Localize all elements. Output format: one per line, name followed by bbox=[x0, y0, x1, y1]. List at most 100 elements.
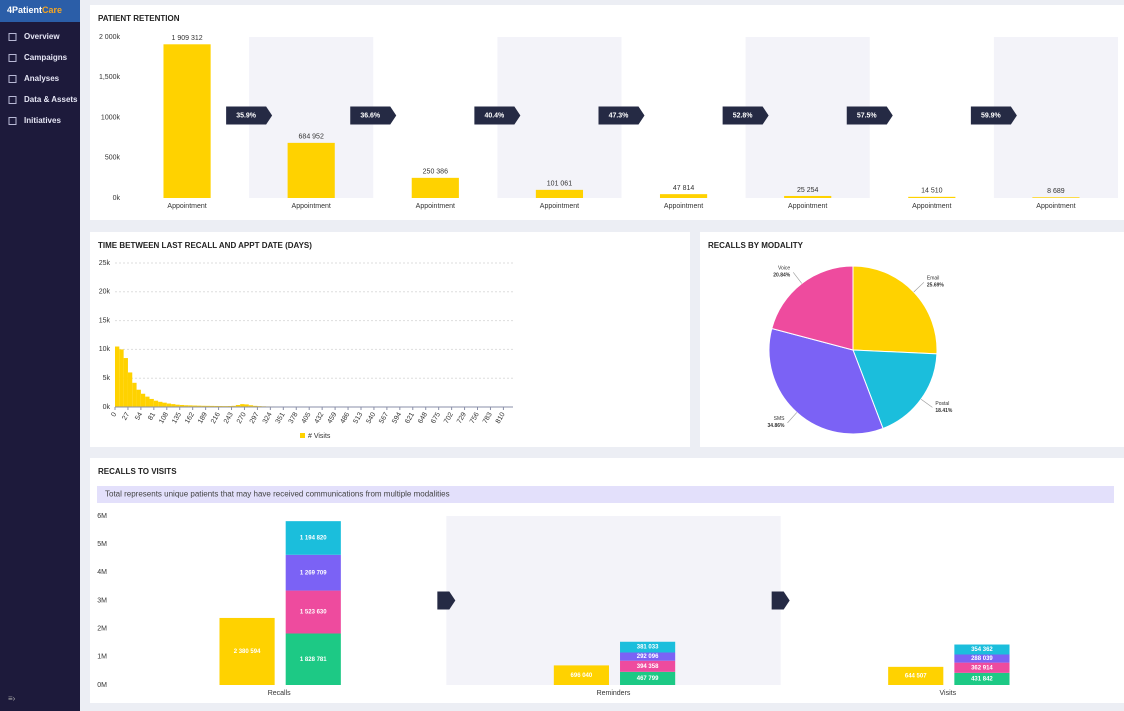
x-tick-label: Appointment bbox=[664, 203, 703, 210]
y-tick-label: 1000k bbox=[101, 114, 121, 121]
sidebar bbox=[0, 0, 80, 711]
menu-item[interactable]: Campaigns bbox=[24, 53, 68, 62]
conversion-badge bbox=[598, 106, 645, 125]
histogram-bar bbox=[119, 349, 124, 407]
y-tick-label: 5k bbox=[103, 375, 111, 382]
bar bbox=[784, 195, 832, 198]
y-tick-label: 3M bbox=[97, 597, 107, 604]
x-tick-label: 108 bbox=[158, 411, 170, 425]
x-tick-label: 216 bbox=[210, 411, 222, 425]
y-tick-label: 5M bbox=[97, 541, 107, 548]
histogram-bar bbox=[188, 405, 193, 407]
value-label: 8 689 bbox=[1047, 188, 1065, 195]
logo-suffix: Care bbox=[42, 5, 62, 15]
step-arrow bbox=[771, 591, 790, 610]
panel-title: RECALLS BY MODALITY bbox=[708, 241, 804, 250]
conversion-rate: 36.6% bbox=[360, 112, 381, 119]
menu-item[interactable]: Data & Assets bbox=[24, 95, 78, 104]
bar bbox=[163, 44, 211, 198]
bar bbox=[908, 196, 956, 198]
value-label: 25 254 bbox=[797, 187, 819, 194]
value-label: 1 909 312 bbox=[171, 35, 202, 42]
histogram-bar bbox=[209, 405, 215, 407]
histogram-bar bbox=[166, 403, 172, 407]
x-tick-label: Appointment bbox=[788, 203, 827, 210]
x-tick-label: 189 bbox=[197, 411, 209, 425]
x-tick-label: 702 bbox=[443, 411, 455, 425]
menu-item[interactable]: Analyses bbox=[24, 74, 60, 83]
panel-title: PATIENT RETENTION bbox=[98, 14, 180, 23]
bar bbox=[287, 142, 335, 198]
x-tick-label: 297 bbox=[249, 411, 261, 425]
x-tick-label: Appointment bbox=[167, 203, 206, 210]
histogram-bar bbox=[201, 405, 206, 407]
segment-label: 431 842 bbox=[971, 676, 993, 682]
segment-label: 1 828 781 bbox=[300, 657, 327, 663]
histogram-bar bbox=[196, 405, 202, 407]
leader-line bbox=[920, 398, 933, 408]
value-label: 684 952 bbox=[299, 134, 324, 141]
x-tick-label: 540 bbox=[365, 411, 377, 425]
y-tick-label: 1M bbox=[97, 654, 107, 661]
conversion-rate: 59.9% bbox=[981, 112, 1002, 119]
bar-segment bbox=[954, 662, 1010, 673]
histogram-bar bbox=[231, 405, 236, 407]
histogram-bar bbox=[240, 404, 245, 407]
panel bbox=[90, 232, 690, 447]
conversion-badge bbox=[846, 106, 893, 125]
legend-label[interactable]: # Visits bbox=[308, 433, 331, 440]
value-label: 14 510 bbox=[921, 188, 943, 195]
histogram-bar bbox=[192, 405, 197, 407]
bar-segment bbox=[285, 554, 341, 591]
bar-segment bbox=[954, 654, 1010, 663]
y-tick-label: 2M bbox=[97, 626, 107, 633]
y-tick-label: 0M bbox=[97, 682, 107, 689]
pie-slice bbox=[852, 349, 938, 430]
menu-item[interactable]: Overview bbox=[24, 32, 60, 41]
conversion-rate: 57.5% bbox=[857, 112, 878, 119]
bar bbox=[535, 189, 584, 198]
logo-bar bbox=[0, 0, 80, 22]
menu-item[interactable]: Initiatives bbox=[24, 116, 61, 125]
x-tick-label: 0 bbox=[110, 411, 118, 418]
histogram-bar bbox=[153, 400, 159, 407]
slice-value: 18.41% bbox=[935, 408, 953, 414]
x-tick-label: 486 bbox=[339, 411, 351, 425]
y-tick-label: 1,500k bbox=[99, 74, 121, 81]
menu-icon bbox=[8, 75, 17, 83]
x-tick-label: 675 bbox=[430, 411, 442, 425]
collapse-icon[interactable]: ≡› bbox=[8, 694, 16, 703]
histogram-bar bbox=[205, 405, 210, 407]
bar-segment bbox=[954, 644, 1010, 655]
histogram-bar bbox=[235, 404, 241, 407]
x-tick-label: 135 bbox=[171, 411, 183, 425]
bar bbox=[659, 194, 708, 198]
y-tick-label: 10k bbox=[99, 346, 111, 353]
value-label: 101 061 bbox=[547, 181, 572, 188]
slice-value: 34.86% bbox=[768, 423, 786, 429]
segment-label: 467 799 bbox=[637, 676, 659, 682]
y-tick-label: 25k bbox=[99, 260, 111, 267]
histogram-bar bbox=[162, 402, 167, 407]
x-tick-label: 378 bbox=[288, 411, 300, 425]
x-tick-label: 27 bbox=[121, 411, 131, 421]
histogram-bar bbox=[184, 405, 189, 407]
y-tick-label: 20k bbox=[99, 289, 111, 296]
bar bbox=[1032, 197, 1080, 198]
bar-segment bbox=[219, 617, 275, 685]
segment-label: 288 039 bbox=[971, 656, 993, 662]
menu-icon bbox=[8, 33, 17, 41]
segment-label: 381 033 bbox=[637, 645, 659, 651]
x-tick-label: 459 bbox=[327, 411, 339, 425]
slice-label: Email bbox=[927, 276, 940, 282]
panel-title: TIME BETWEEN LAST RECALL AND APPT DATE (… bbox=[98, 241, 312, 250]
x-tick-label: 756 bbox=[469, 411, 481, 425]
y-tick-label: 4M bbox=[97, 569, 107, 576]
menu-icon bbox=[8, 117, 17, 125]
x-tick-label: Reminders bbox=[597, 690, 631, 697]
x-tick-label: Appointment bbox=[292, 203, 331, 210]
segment-label: 292 096 bbox=[637, 654, 659, 660]
segment-label: 1 523 630 bbox=[300, 610, 327, 616]
y-tick-label: 6M bbox=[97, 513, 107, 520]
slice-label: Voice bbox=[778, 266, 790, 272]
